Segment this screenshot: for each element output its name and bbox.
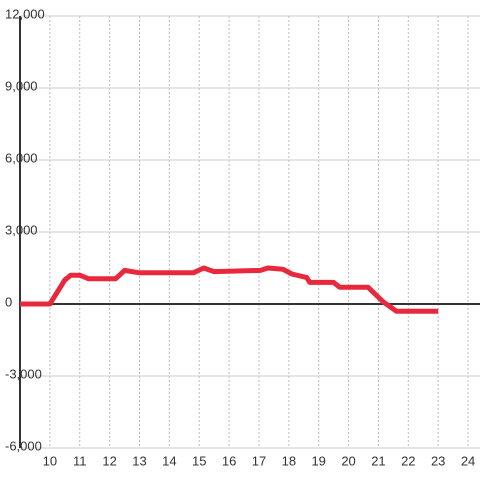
x-tick-label: 13 bbox=[132, 453, 146, 468]
x-tick-label: 19 bbox=[311, 453, 325, 468]
y-tick-label: 12,000 bbox=[5, 6, 45, 21]
x-tick-label: 21 bbox=[371, 453, 385, 468]
x-tick-label: 24 bbox=[461, 453, 475, 468]
x-tick-label: 16 bbox=[222, 453, 236, 468]
x-tick-label: 20 bbox=[341, 453, 355, 468]
series-line bbox=[20, 265, 439, 314]
y-tick-label: -3,000 bbox=[5, 366, 42, 381]
x-tick-label: 10 bbox=[43, 453, 57, 468]
x-tick-label: 11 bbox=[73, 453, 87, 468]
x-tick-label: 14 bbox=[162, 453, 176, 468]
y-tick-label: 9,000 bbox=[5, 78, 38, 93]
y-tick-label: 3,000 bbox=[5, 222, 38, 237]
x-tick-label: 22 bbox=[401, 453, 415, 468]
x-tick-label: 17 bbox=[252, 453, 266, 468]
y-tick-label: 6,000 bbox=[5, 150, 38, 165]
x-tick-label: 23 bbox=[431, 453, 445, 468]
x-tick-label: 12 bbox=[102, 453, 116, 468]
x-tick-label: 15 bbox=[192, 453, 206, 468]
x-tick-label: 18 bbox=[282, 453, 296, 468]
y-tick-label: -6,000 bbox=[5, 438, 42, 453]
y-tick-label: 0 bbox=[5, 294, 12, 309]
